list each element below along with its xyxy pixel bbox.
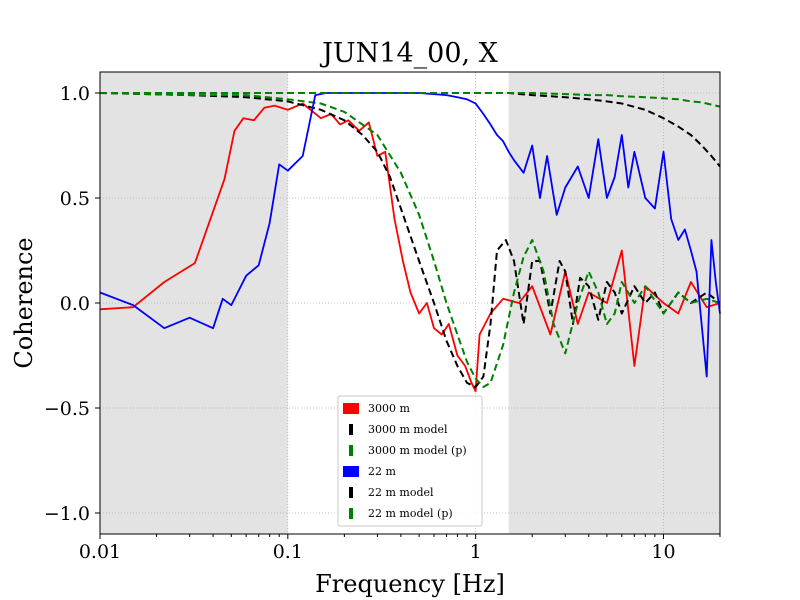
legend-label: 22 m model: [368, 486, 434, 499]
y-tick-label: 1.0: [60, 83, 90, 105]
legend-label: 22 m model (p): [368, 507, 453, 520]
legend-swatch: [349, 424, 353, 435]
legend-swatch: [349, 508, 353, 519]
series-line: [99, 92, 721, 378]
y-tick-label: −0.5: [44, 398, 90, 420]
shaded-band: [508, 72, 720, 534]
series-lines: [99, 92, 721, 393]
series-line: [100, 92, 721, 108]
legend-label: 3000 m: [368, 402, 410, 415]
legend-label: 22 m: [368, 465, 396, 478]
y-tick-label: 0.0: [60, 293, 90, 315]
series-line: [99, 102, 721, 393]
legend-label: 3000 m model (p): [368, 444, 467, 457]
legend-box: [337, 395, 483, 527]
legend-swatch: [349, 445, 353, 456]
legend-swatch: [349, 487, 353, 498]
x-tick-label: 0.01: [79, 541, 121, 563]
legend-label: 3000 m model: [368, 423, 448, 436]
y-tick-label: −1.0: [44, 503, 90, 525]
legend-swatch: [343, 466, 359, 477]
series-line: [99, 92, 721, 388]
series-line: [99, 92, 721, 388]
chart-title: JUN14_00, X: [319, 38, 499, 69]
x-tick-label: 1: [470, 541, 482, 563]
x-tick-label: 0.1: [273, 541, 303, 563]
axis-ticks: 0.01 0.1 1 10 −1.0 −0.5 0.0 0.5 1.0: [44, 83, 721, 563]
legend: 3000 m 3000 m model 3000 m model (p) 22 m 22…: [337, 395, 483, 527]
y-tick-label: 0.5: [60, 188, 90, 210]
y-axis-label: Coherence: [10, 237, 38, 368]
x-tick-label: 10: [651, 541, 675, 563]
x-axis-label: Frequency [Hz]: [315, 570, 505, 598]
legend-swatch: [343, 403, 359, 414]
